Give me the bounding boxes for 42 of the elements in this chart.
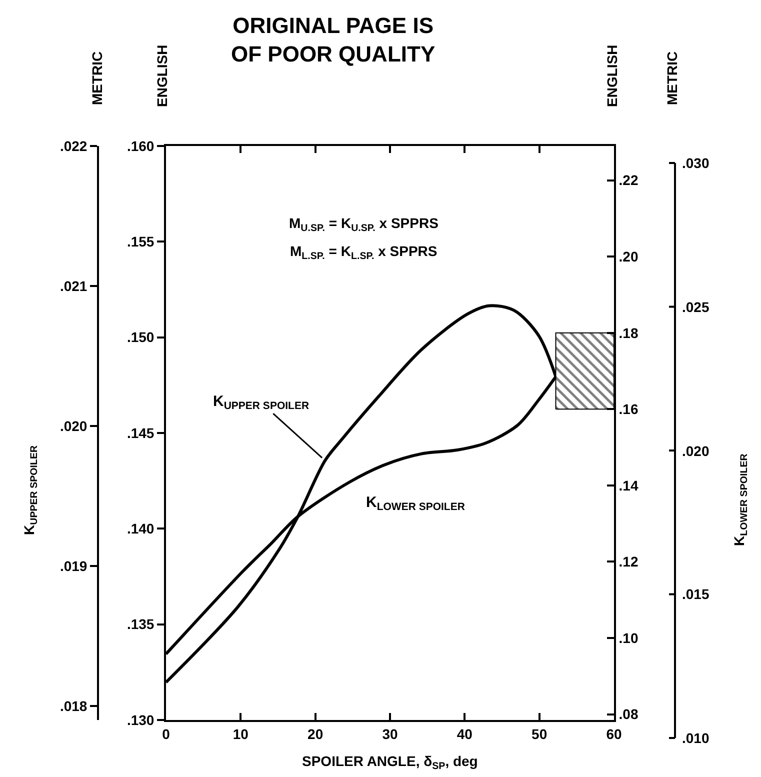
text: .020 [682, 443, 710, 459]
text: .010 [682, 730, 710, 746]
x-tick-label: 60 [606, 726, 622, 742]
text: ORIGINAL PAGE IS OF POOR QUALITY [231, 13, 436, 67]
y-tick-label: .150 [126, 329, 154, 346]
annotation: M$_{U.SP.}$ = K$_{U.SP.}$ x SPPRS [289, 215, 438, 234]
x-tick-label: 30 [382, 726, 398, 742]
y-tick-label: .145 [126, 424, 154, 441]
series-label: K$_{LOWER SPOILER}$ [366, 494, 466, 514]
x-tick-label: 40 [456, 726, 473, 742]
x-tick-label: 50 [532, 726, 548, 742]
y2-tick-label: .08 [618, 706, 638, 722]
y-tick-label: .140 [126, 520, 154, 537]
text: .030 [682, 155, 710, 171]
y2-tick-label: .14 [618, 477, 638, 494]
y2-tick-label: .10 [618, 630, 638, 646]
y2-tick-label: .22 [618, 172, 638, 188]
y-tick-label: .135 [126, 616, 154, 632]
y-tick-label: .155 [126, 234, 154, 250]
text: ENGLISH [604, 44, 620, 107]
text: METRIC [89, 51, 105, 105]
y2-tick-label: .20 [618, 248, 638, 264]
y3-tick-label: .020 [60, 418, 88, 434]
y3-tick-label: .021 [60, 278, 88, 294]
y3-tick-label: .022 [60, 138, 88, 154]
text: ENGLISH [154, 44, 170, 107]
y2-tick-label: .16 [618, 401, 638, 418]
y2-tick-label: .12 [618, 554, 638, 570]
x-tick-label: 10 [232, 726, 249, 742]
x-tick-label: 0 [162, 726, 170, 742]
annotation: M$_{L.SP.}$ = K$_{L.SP.}$ x SPPRS [290, 243, 438, 262]
y2-tick-label: .18 [618, 324, 638, 341]
x-axis-title: SPOILER ANGLE, δ$_{SP}$, deg [302, 753, 478, 772]
y3-tick-label: .018 [60, 698, 88, 714]
text: .015 [682, 586, 710, 602]
y3-tick-label: .019 [60, 558, 88, 574]
text: K$_{UPPER SPOILER}$ [213, 393, 310, 412]
text: METRIC [664, 51, 680, 105]
x-tick-label: 20 [308, 726, 324, 742]
text: .025 [682, 299, 710, 315]
y-tick-label: .160 [126, 138, 154, 154]
y-tick-label: .130 [126, 712, 154, 728]
